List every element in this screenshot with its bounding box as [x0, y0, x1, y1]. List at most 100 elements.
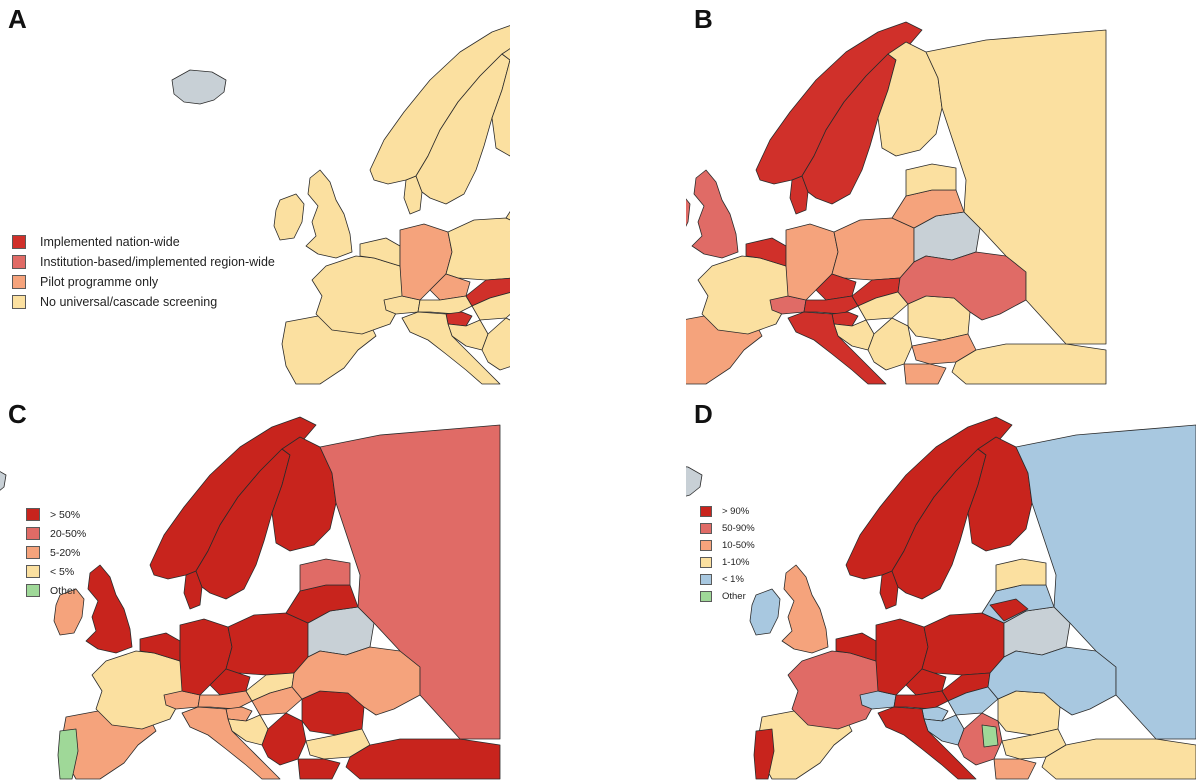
legend-item: 1-10% — [700, 554, 755, 571]
legend-label: Pilot programme only — [40, 275, 159, 289]
map-regions-c — [0, 416, 501, 780]
legend-label: Other — [50, 584, 77, 597]
legend-label: 50-90% — [722, 523, 755, 534]
region-serbia — [981, 724, 999, 748]
legend-label: > 90% — [722, 506, 750, 517]
panel-letter-b: B — [694, 4, 713, 34]
region-estonia — [299, 558, 351, 592]
legend-swatch — [700, 506, 712, 517]
legend-label: Institution-based/implemented region-wid… — [40, 255, 275, 269]
region-greece — [903, 363, 947, 385]
legend-item: 5-20% — [26, 543, 86, 562]
legend-item: Other — [700, 588, 755, 605]
legend-label: 5-20% — [50, 546, 81, 559]
map-c — [0, 416, 501, 780]
region-ireland — [273, 193, 305, 241]
legend-item: 50-90% — [700, 520, 755, 537]
legend-item: < 1% — [700, 571, 755, 588]
region-france — [311, 255, 407, 335]
legend-swatch — [26, 527, 40, 540]
region-italy — [787, 311, 887, 385]
legend-swatch — [12, 295, 26, 309]
panel-c: C > 50% 20-50% 5-20% < 5% Other — [0, 395, 510, 780]
region-ireland — [749, 588, 781, 636]
legend-item: > 50% — [26, 505, 86, 524]
legend-swatch — [12, 235, 26, 249]
legend-label: 10-50% — [722, 540, 755, 551]
region-estonia — [995, 558, 1047, 592]
legend-swatch — [700, 557, 712, 568]
legend-swatch — [700, 540, 712, 551]
legend-swatch — [700, 523, 712, 534]
region-turkey — [345, 738, 501, 780]
region-balkans-west — [481, 317, 510, 371]
region-russia — [1015, 424, 1196, 740]
map-regions-a — [171, 25, 510, 385]
panel-b: B — [686, 0, 1196, 385]
region-ireland — [53, 588, 85, 636]
region-greece — [993, 758, 1037, 780]
region-poland — [225, 612, 309, 676]
map-d — [686, 416, 1196, 780]
region-italy — [401, 311, 501, 385]
legend-item: 20-50% — [26, 524, 86, 543]
region-great-britain — [305, 169, 353, 259]
legend-item: < 5% — [26, 562, 86, 581]
region-portugal — [57, 728, 79, 780]
region-ukraine — [291, 646, 421, 716]
region-poland — [831, 217, 915, 281]
legend-swatch — [12, 275, 26, 289]
region-france — [697, 255, 793, 335]
region-poland — [445, 217, 510, 281]
region-estonia — [905, 163, 957, 197]
legend-label: Other — [722, 591, 746, 602]
legend-swatch — [700, 591, 712, 602]
legend-item: Implemented nation-wide — [12, 232, 275, 252]
legend-label: < 5% — [50, 565, 75, 578]
region-ukraine — [987, 646, 1117, 716]
map-regions-b — [686, 21, 1107, 385]
region-ireland — [686, 198, 691, 227]
map-b — [686, 21, 1107, 385]
region-balkans-west — [261, 712, 307, 766]
region-russia — [319, 424, 501, 740]
legend-item: 10-50% — [700, 537, 755, 554]
panel-letter-a: A — [8, 4, 27, 34]
legend-swatch — [26, 508, 40, 521]
legend-swatch — [26, 565, 40, 578]
region-iceland — [0, 471, 7, 491]
region-turkey — [1041, 738, 1196, 780]
legend-a: Implemented nation-wide Institution-base… — [12, 232, 275, 312]
region-baltics — [505, 210, 510, 221]
map-regions-d — [686, 416, 1196, 780]
region-russia — [925, 29, 1107, 345]
region-portugal — [753, 728, 775, 780]
legend-label: No universal/cascade screening — [40, 295, 218, 309]
legend-label: > 50% — [50, 508, 81, 521]
legend-d: > 90% 50-90% 10-50% 1-10% < 1% Other — [700, 503, 755, 605]
region-italy — [877, 706, 977, 780]
legend-label: Implemented nation-wide — [40, 235, 180, 249]
region-great-britain — [691, 169, 739, 259]
region-balkans-west — [867, 317, 913, 371]
region-france — [787, 650, 883, 730]
legend-swatch — [26, 584, 40, 597]
panel-letter-c: C — [8, 399, 27, 429]
region-turkey — [951, 343, 1107, 385]
legend-label: < 1% — [722, 574, 744, 585]
legend-swatch — [26, 546, 40, 559]
legend-item: Other — [26, 581, 86, 600]
legend-label: 1-10% — [722, 557, 750, 568]
legend-item: Institution-based/implemented region-wid… — [12, 252, 275, 272]
legend-item: Pilot programme only — [12, 272, 275, 292]
panel-d: D > 90% 50-90% 10-50% 1-10% < 1% Other — [686, 395, 1196, 780]
legend-label: 20-50% — [50, 527, 87, 540]
legend-item: > 90% — [700, 503, 755, 520]
legend-item: No universal/cascade screening — [12, 292, 275, 312]
map-a — [171, 25, 510, 385]
region-greece — [297, 758, 341, 780]
region-poland — [921, 612, 1005, 676]
region-finland — [491, 48, 510, 157]
legend-swatch — [700, 574, 712, 585]
region-france — [91, 650, 187, 730]
